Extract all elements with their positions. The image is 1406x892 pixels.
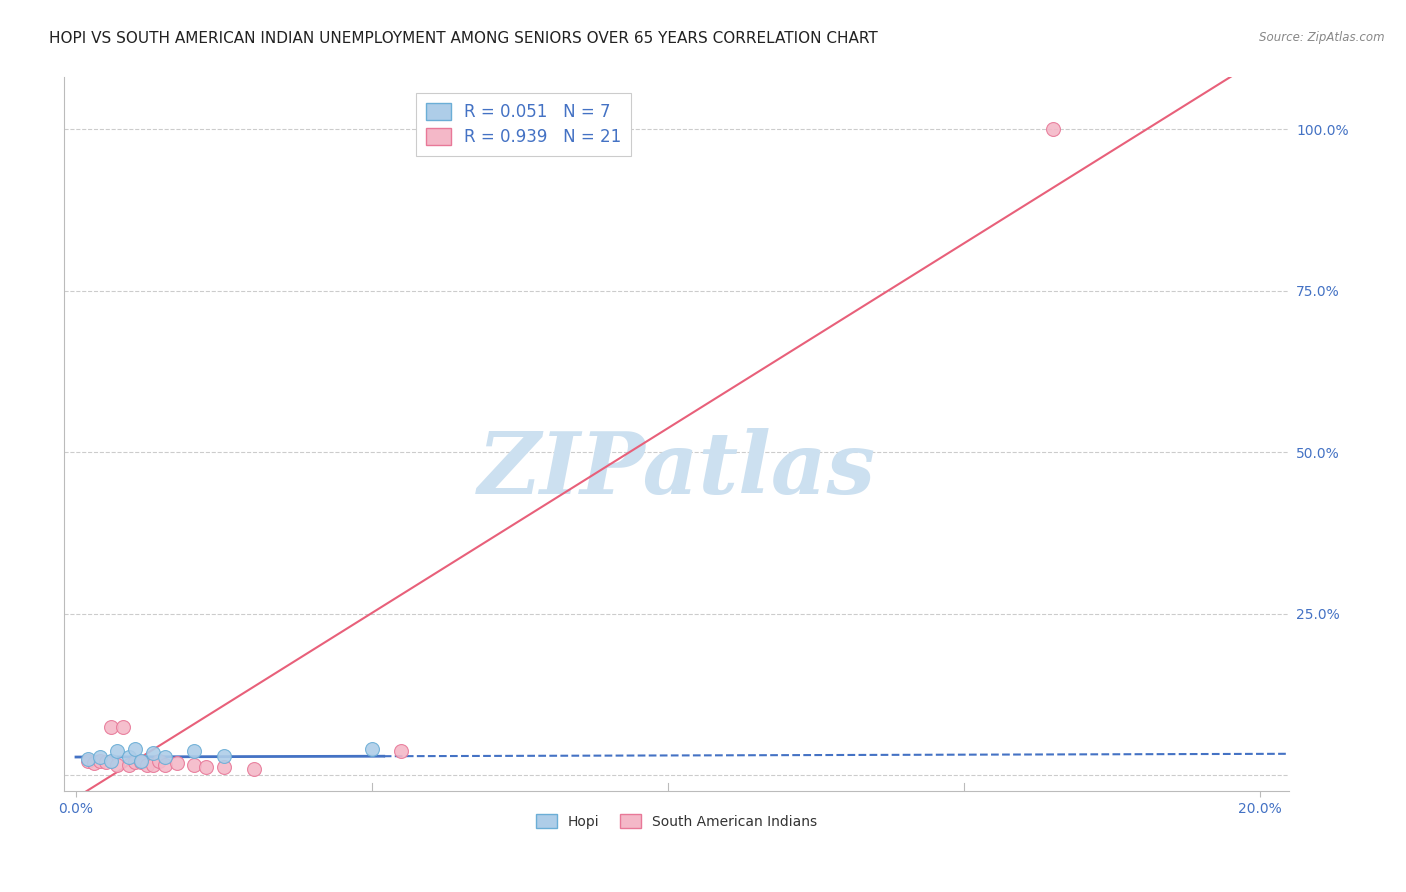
- Point: [83, 756, 105, 771]
- Point: [136, 757, 159, 772]
- Point: [153, 750, 176, 764]
- Text: ZIPatlas: ZIPatlas: [478, 428, 876, 512]
- Point: [107, 743, 129, 757]
- Point: [142, 757, 165, 772]
- Point: [361, 742, 384, 756]
- Point: [195, 760, 218, 774]
- Point: [166, 756, 188, 771]
- Point: [89, 750, 111, 764]
- Point: [153, 757, 176, 772]
- Point: [1042, 122, 1064, 136]
- Point: [391, 743, 413, 757]
- Text: Source: ZipAtlas.com: Source: ZipAtlas.com: [1260, 31, 1385, 45]
- Point: [183, 743, 205, 757]
- Point: [100, 754, 122, 768]
- Point: [89, 754, 111, 768]
- Point: [212, 760, 235, 774]
- Legend: Hopi, South American Indians: Hopi, South American Indians: [530, 808, 823, 834]
- Point: [100, 720, 122, 734]
- Point: [129, 755, 152, 769]
- Point: [118, 757, 141, 772]
- Point: [112, 720, 135, 734]
- Point: [76, 752, 98, 766]
- Point: [212, 748, 235, 763]
- Point: [142, 746, 165, 760]
- Point: [107, 757, 129, 772]
- Point: [76, 754, 98, 768]
- Point: [124, 742, 146, 756]
- Point: [148, 754, 170, 768]
- Point: [124, 755, 146, 769]
- Point: [242, 762, 264, 776]
- Text: HOPI VS SOUTH AMERICAN INDIAN UNEMPLOYMENT AMONG SENIORS OVER 65 YEARS CORRELATI: HOPI VS SOUTH AMERICAN INDIAN UNEMPLOYME…: [49, 31, 877, 46]
- Point: [94, 755, 117, 769]
- Point: [118, 750, 141, 764]
- Point: [129, 754, 152, 768]
- Point: [183, 757, 205, 772]
